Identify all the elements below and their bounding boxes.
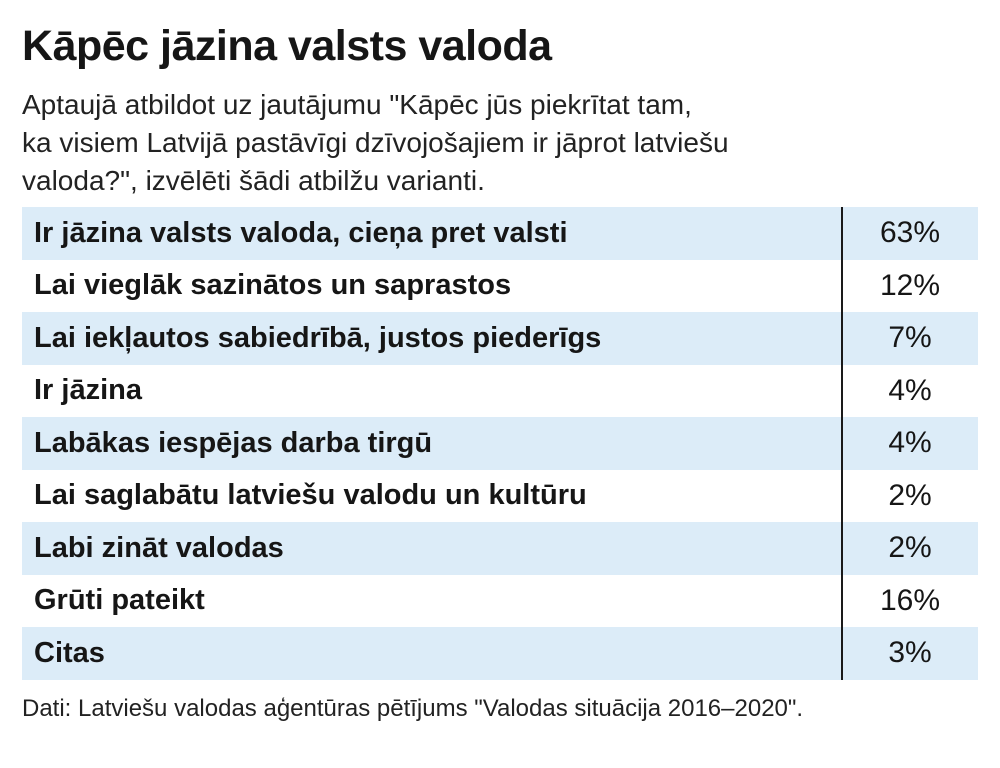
row-value: 7%: [888, 321, 932, 355]
row-label: Lai saglabātu latviešu valodu un kultūru: [34, 479, 587, 512]
table-row: Lai iekļautos sabiedrībā, justos piederī…: [22, 312, 978, 365]
row-label: Labākas iespējas darba tirgū: [34, 426, 433, 459]
table-row: Lai saglabātu latviešu valodu un kultūru…: [22, 470, 978, 523]
row-label: Labi zināt valodas: [34, 531, 284, 564]
row-label: Lai iekļautos sabiedrībā, justos piederī…: [34, 321, 602, 354]
table-row: Ir jāzina valsts valoda, cieņa pret vals…: [22, 207, 978, 260]
subtitle-line: Aptaujā atbildot uz jautājumu "Kāpēc jūs…: [22, 89, 692, 120]
row-value: 2%: [888, 478, 932, 512]
row-label: Lai vieglāk sazinātos un saprastos: [34, 269, 512, 302]
subtitle-line: valoda?", izvēlēti šādi atbilžu varianti…: [22, 165, 485, 196]
table-row: Citas 3%: [22, 627, 978, 680]
row-value: 3%: [888, 636, 932, 670]
row-value: 12%: [879, 268, 941, 302]
table-row: Grūti pateikt 16%: [22, 575, 978, 628]
source-note: Dati: Latviešu valodas aģentūras pētījum…: [22, 695, 804, 722]
subtitle-line: ka visiem Latvijā pastāvīgi dzīvojošajie…: [22, 127, 729, 158]
table-row: Ir jāzina 4%: [22, 365, 978, 418]
row-label: Citas: [34, 636, 105, 669]
row-value: 16%: [879, 583, 941, 617]
row-label: Ir jāzina: [34, 374, 142, 407]
results-table: Ir jāzina valsts valoda, cieņa pret vals…: [22, 207, 978, 680]
row-value: 63%: [879, 216, 941, 250]
table-row: Lai vieglāk sazinātos un saprastos 12%: [22, 260, 978, 313]
row-value: 2%: [888, 531, 932, 565]
row-value: 4%: [888, 426, 932, 460]
chart-subtitle: Aptaujā atbildot uz jautājumu "Kāpēc jūs…: [22, 86, 982, 200]
table-row: Labākas iespējas darba tirgū 4%: [22, 417, 978, 470]
table-row: Labi zināt valodas 2%: [22, 522, 978, 575]
row-label: Ir jāzina valsts valoda, cieņa pret vals…: [34, 216, 568, 249]
row-value: 4%: [888, 373, 932, 407]
row-label: Grūti pateikt: [34, 584, 205, 617]
column-divider: [841, 207, 843, 680]
chart-title: Kāpēc jāzina valsts valoda: [22, 22, 552, 70]
